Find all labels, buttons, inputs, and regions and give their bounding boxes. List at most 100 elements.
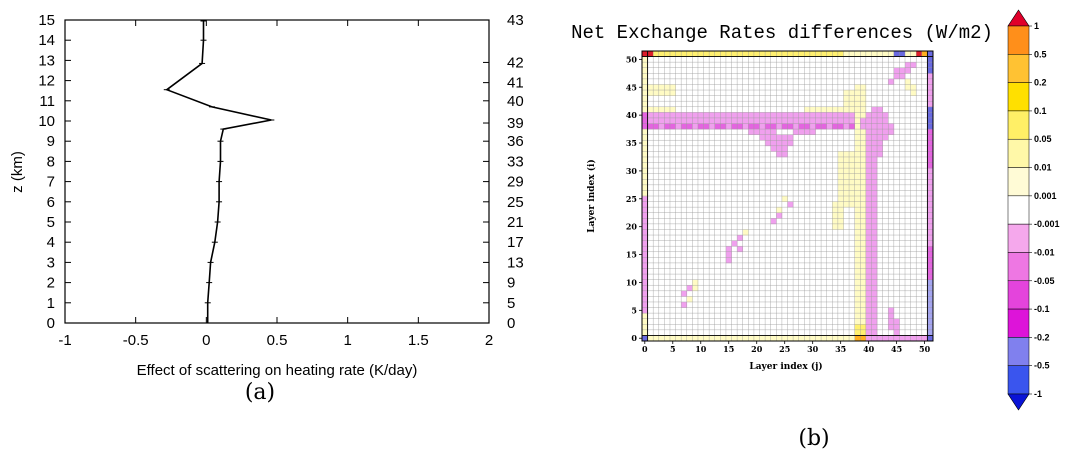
heatmap-cell bbox=[647, 106, 654, 113]
heatmap-cell bbox=[871, 173, 878, 180]
heatmap-cell bbox=[642, 95, 648, 102]
heatmap-cell bbox=[865, 112, 872, 119]
heatmap-cell bbox=[804, 129, 811, 135]
heatmap-cell bbox=[854, 134, 861, 141]
heatmap-cell bbox=[642, 67, 648, 74]
heatmap-cell bbox=[642, 318, 648, 325]
y-tick-label: 15 bbox=[38, 12, 55, 29]
heatmap-cell bbox=[725, 246, 732, 253]
heatmap-cell bbox=[765, 335, 772, 342]
heatmap-cell bbox=[642, 223, 648, 230]
heatmap-cell bbox=[860, 251, 867, 258]
heatmap-cell bbox=[765, 112, 772, 119]
right-tick-label: 36 bbox=[507, 133, 524, 150]
heatmap-cell bbox=[865, 235, 872, 241]
heatmap-cell bbox=[809, 129, 816, 135]
heatmap-cell bbox=[669, 123, 676, 130]
heatmap-cell bbox=[709, 123, 716, 130]
heatmap-cell bbox=[776, 51, 783, 57]
heatmap-cell bbox=[725, 251, 732, 258]
heatmap-cell bbox=[860, 201, 867, 208]
heatmap-cell bbox=[725, 51, 732, 57]
heatmap-cell bbox=[854, 240, 861, 247]
heatmap-cell bbox=[837, 156, 844, 163]
y-tick-label: 9 bbox=[47, 133, 55, 150]
heatmap-cell bbox=[681, 335, 688, 342]
heatmap-cell bbox=[860, 313, 867, 319]
heatmap-cell bbox=[837, 173, 844, 180]
x-tick-label: 0.5 bbox=[267, 332, 288, 349]
heatmap-cell bbox=[681, 51, 688, 57]
x-tick-label: 2 bbox=[485, 332, 493, 349]
heatmap-cell bbox=[804, 117, 811, 124]
heatmap-cell bbox=[809, 123, 816, 130]
heatmap-cell bbox=[776, 123, 783, 130]
heatmap-cell bbox=[905, 62, 911, 69]
heatmap-cell bbox=[871, 257, 878, 264]
heatmap-cell bbox=[849, 196, 855, 202]
heatmap-grid bbox=[641, 50, 934, 342]
heatmap-cell bbox=[899, 67, 906, 74]
heatmap-cell bbox=[854, 179, 861, 186]
heatmap-cell bbox=[860, 235, 867, 241]
heatmap-cell bbox=[860, 162, 867, 169]
heatmap-cell bbox=[871, 184, 878, 191]
heatmap-cell bbox=[837, 162, 844, 169]
heatmap-cell bbox=[776, 335, 783, 342]
x-axis-label: Effect of scattering on heating rate (K/… bbox=[137, 362, 418, 379]
heatmap-cell bbox=[871, 106, 878, 113]
heatmap-cell bbox=[742, 123, 749, 130]
heatmap-cell bbox=[787, 112, 794, 119]
heatmap-cell bbox=[765, 140, 772, 147]
heatmap-cell bbox=[871, 162, 878, 169]
heatmap-cell bbox=[647, 84, 654, 91]
y-tick-label: 10 bbox=[38, 113, 55, 130]
heatmap-cell bbox=[714, 117, 721, 124]
heatmap-cell bbox=[642, 123, 648, 130]
heatmap-cell bbox=[871, 301, 878, 308]
heatmap-cell bbox=[849, 90, 855, 96]
heatmap-cell bbox=[882, 134, 889, 141]
right-tick-label: 29 bbox=[507, 174, 524, 191]
heatmap-cell bbox=[826, 117, 833, 124]
heatmap-cell bbox=[871, 223, 878, 230]
heatmap-cell bbox=[905, 84, 911, 91]
colorbar-segment bbox=[1007, 337, 1030, 366]
heatmap-cell bbox=[765, 51, 772, 57]
heatmap-cell bbox=[669, 112, 676, 119]
right-tick-label: 43 bbox=[507, 12, 524, 29]
heatmap-cell bbox=[854, 318, 861, 325]
heatmap-cell bbox=[653, 335, 660, 342]
heatmap-cell bbox=[865, 318, 872, 325]
heatmap-cell bbox=[905, 335, 911, 342]
heatmap-cell bbox=[854, 51, 861, 57]
heatmap-x-tick-label: 50 bbox=[919, 344, 931, 354]
heatmap-cell bbox=[759, 134, 766, 141]
heatmap-cell bbox=[748, 129, 755, 135]
colorbar-bottom-arrow bbox=[1007, 393, 1030, 411]
colorbar-segment bbox=[1007, 167, 1030, 197]
heatmap-cell bbox=[882, 335, 889, 342]
heatmap-cell bbox=[742, 229, 749, 236]
heatmap-cell bbox=[642, 218, 648, 225]
heatmap-cell bbox=[776, 140, 783, 147]
heatmap-cell bbox=[781, 112, 788, 119]
heatmap-cell bbox=[753, 129, 760, 135]
heatmap-cell bbox=[865, 184, 872, 191]
heatmap-cell bbox=[642, 101, 648, 108]
heatmap-cell bbox=[731, 123, 738, 130]
heatmap-cell bbox=[642, 240, 648, 247]
heatmap-cell bbox=[877, 335, 883, 342]
heatmap-cell bbox=[871, 218, 878, 225]
heatmap-cell bbox=[804, 123, 811, 130]
heatmap-cell bbox=[854, 223, 861, 230]
heatmap-cell bbox=[765, 123, 772, 130]
heatmap-cell bbox=[927, 218, 934, 225]
heatmap-cell bbox=[642, 117, 648, 124]
heatmap-cell bbox=[647, 335, 654, 342]
heatmap-cell bbox=[681, 290, 688, 297]
x-tick-label: 1 bbox=[343, 332, 351, 349]
heatmap-cell bbox=[765, 129, 772, 135]
heatmap-cell bbox=[871, 51, 878, 57]
heatmap-cell bbox=[642, 56, 648, 63]
